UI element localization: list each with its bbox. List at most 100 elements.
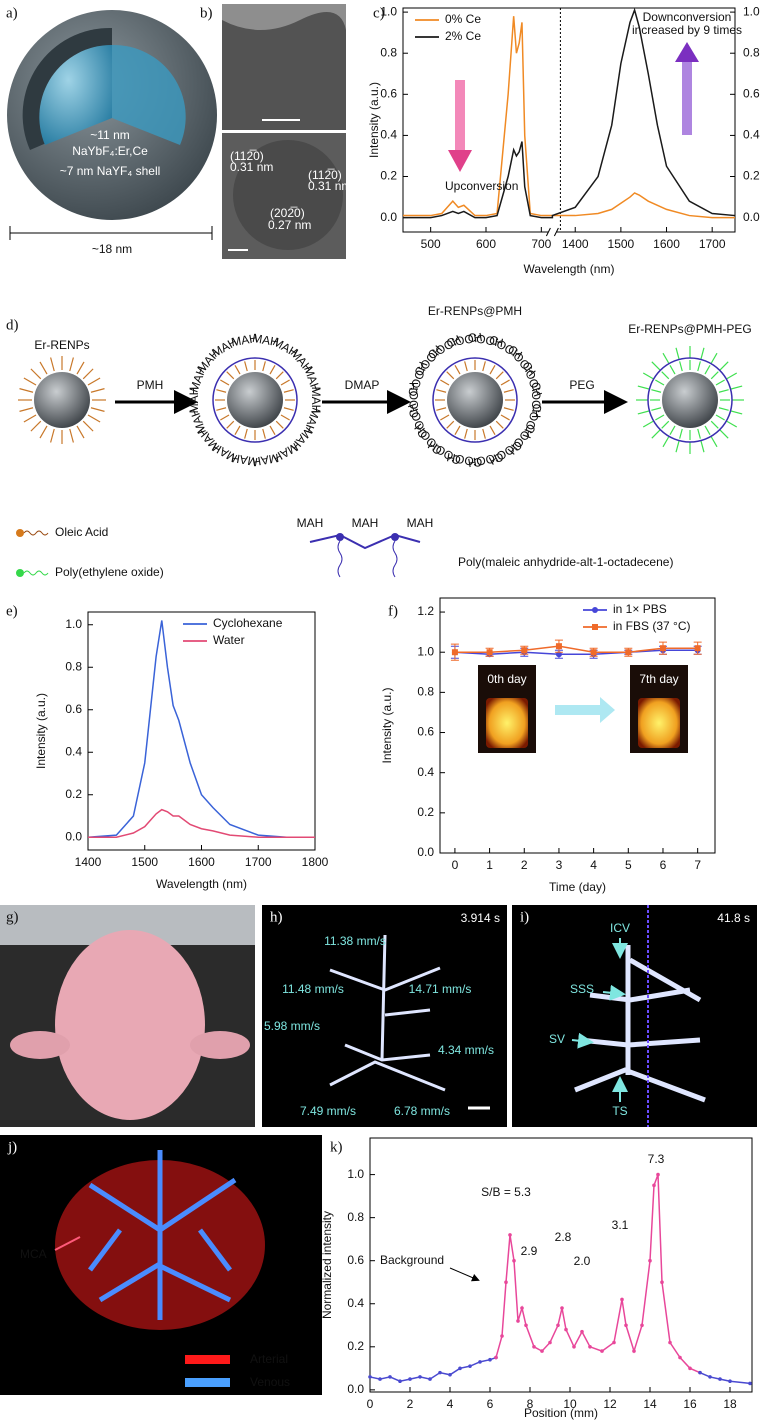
ligand (226, 420, 235, 429)
x-tick-label: 2 (407, 1397, 414, 1411)
y-tick-label: 0.8 (380, 45, 397, 59)
ligand (464, 361, 468, 372)
panel-label: a) (6, 5, 18, 21)
ligand-label: MAH (230, 331, 259, 349)
ligand-label: COOH (529, 382, 543, 418)
y-tick-label: 1.0 (743, 4, 760, 18)
ligand (503, 407, 514, 411)
ligand (90, 388, 105, 393)
marker (368, 1375, 372, 1379)
ligand (489, 425, 496, 435)
ligand (454, 425, 461, 435)
polymer-shell (212, 357, 298, 443)
marker (555, 651, 562, 658)
ligand (710, 420, 719, 429)
axis-break-mark (545, 227, 559, 237)
series-line (403, 7, 736, 219)
x-tick-label: 600 (476, 237, 496, 251)
legend-label: 2% Ce (445, 29, 481, 43)
legend-label: Oleic Acid (55, 525, 108, 539)
annotation: Downconversion (643, 10, 732, 24)
marker (468, 1364, 472, 1368)
marker (378, 1377, 382, 1381)
panel-d: d) Er-RENPs Er-RENPs@PMH Er-RENPs@PMH-PE… (6, 304, 752, 579)
marker (688, 1366, 692, 1371)
core-size: ~11 nm (90, 128, 129, 142)
x-tick-label: 1500 (131, 855, 158, 869)
legend-label: in 1× PBS (613, 602, 667, 616)
polymer-node (391, 533, 399, 541)
x-tick-label: 0 (452, 858, 459, 872)
y-tick-label: 0.8 (347, 1210, 364, 1224)
nanoparticle (227, 372, 283, 428)
legend-oleic-tail (23, 530, 49, 536)
legend-marker (592, 624, 598, 630)
marker (508, 1233, 512, 1237)
annotation: 7.3 (648, 1152, 665, 1166)
y-tick-label: 1.0 (380, 4, 397, 18)
marker (648, 1258, 652, 1263)
peg-chain (637, 385, 650, 390)
annotation: 3.1 (612, 1218, 629, 1232)
ligand (30, 420, 42, 432)
ligand (234, 425, 241, 435)
x-tick-label: 3 (556, 858, 563, 872)
legend-marker (592, 607, 598, 613)
x-tick-label: 6 (487, 1397, 494, 1411)
y-tick-label: 0.6 (417, 725, 434, 739)
ligand (76, 425, 85, 439)
marker (728, 1379, 732, 1384)
marker (520, 1306, 524, 1310)
ligand (679, 428, 683, 439)
peg-chain (719, 429, 729, 439)
y-tick-label: 0.4 (347, 1296, 364, 1310)
hrtem-particle (233, 140, 343, 250)
ligand (76, 361, 85, 375)
ligand (482, 428, 486, 439)
annotation-arrow (449, 1267, 480, 1282)
ligand (262, 361, 266, 372)
core-cut (112, 44, 186, 145)
ligand (679, 361, 683, 372)
time-stamp: 3.914 s (461, 911, 500, 925)
nanoparticle (34, 372, 90, 428)
x-tick-label: 7 (694, 858, 701, 872)
peg-chain (675, 440, 680, 453)
annotation: Upconversion (445, 179, 518, 193)
marker (408, 1377, 412, 1381)
y-tick-label: 0.4 (380, 128, 397, 142)
peg-chain (675, 347, 680, 360)
peg-chain (651, 361, 661, 371)
ligand (69, 357, 74, 372)
lattice-label: (112̅0) (230, 149, 264, 163)
ligand (39, 361, 48, 375)
marker (572, 1344, 576, 1349)
marker (418, 1375, 422, 1379)
ligand (234, 365, 241, 375)
stage-label: Er-RENPs@PMH-PEG (628, 322, 752, 336)
marker (486, 649, 493, 656)
y-tick-label: 0.2 (380, 169, 397, 183)
step-label: PEG (569, 378, 594, 392)
y-tick-label: 1.2 (417, 604, 434, 618)
x-axis-label: Wavelength (nm) (524, 262, 615, 276)
venous-vessels (88, 1150, 237, 1320)
marker (748, 1381, 752, 1386)
x-tick-label: 4 (590, 858, 597, 872)
ligand (39, 425, 48, 439)
ligand (23, 414, 37, 423)
panel-label: c) (373, 5, 385, 21)
marker (451, 649, 458, 656)
y-tick-label: 0.2 (743, 169, 760, 183)
marker (488, 1357, 492, 1362)
legend-label: Poly(ethylene oxide) (55, 565, 164, 579)
ligand (275, 420, 284, 429)
marker (512, 1258, 516, 1263)
marker (708, 1375, 712, 1379)
x-tick-label: 1 (486, 858, 493, 872)
marker (388, 1375, 392, 1379)
step-label: DMAP (345, 378, 380, 392)
series-line (369, 1356, 497, 1383)
marker (668, 1340, 672, 1345)
marker (600, 1349, 604, 1353)
